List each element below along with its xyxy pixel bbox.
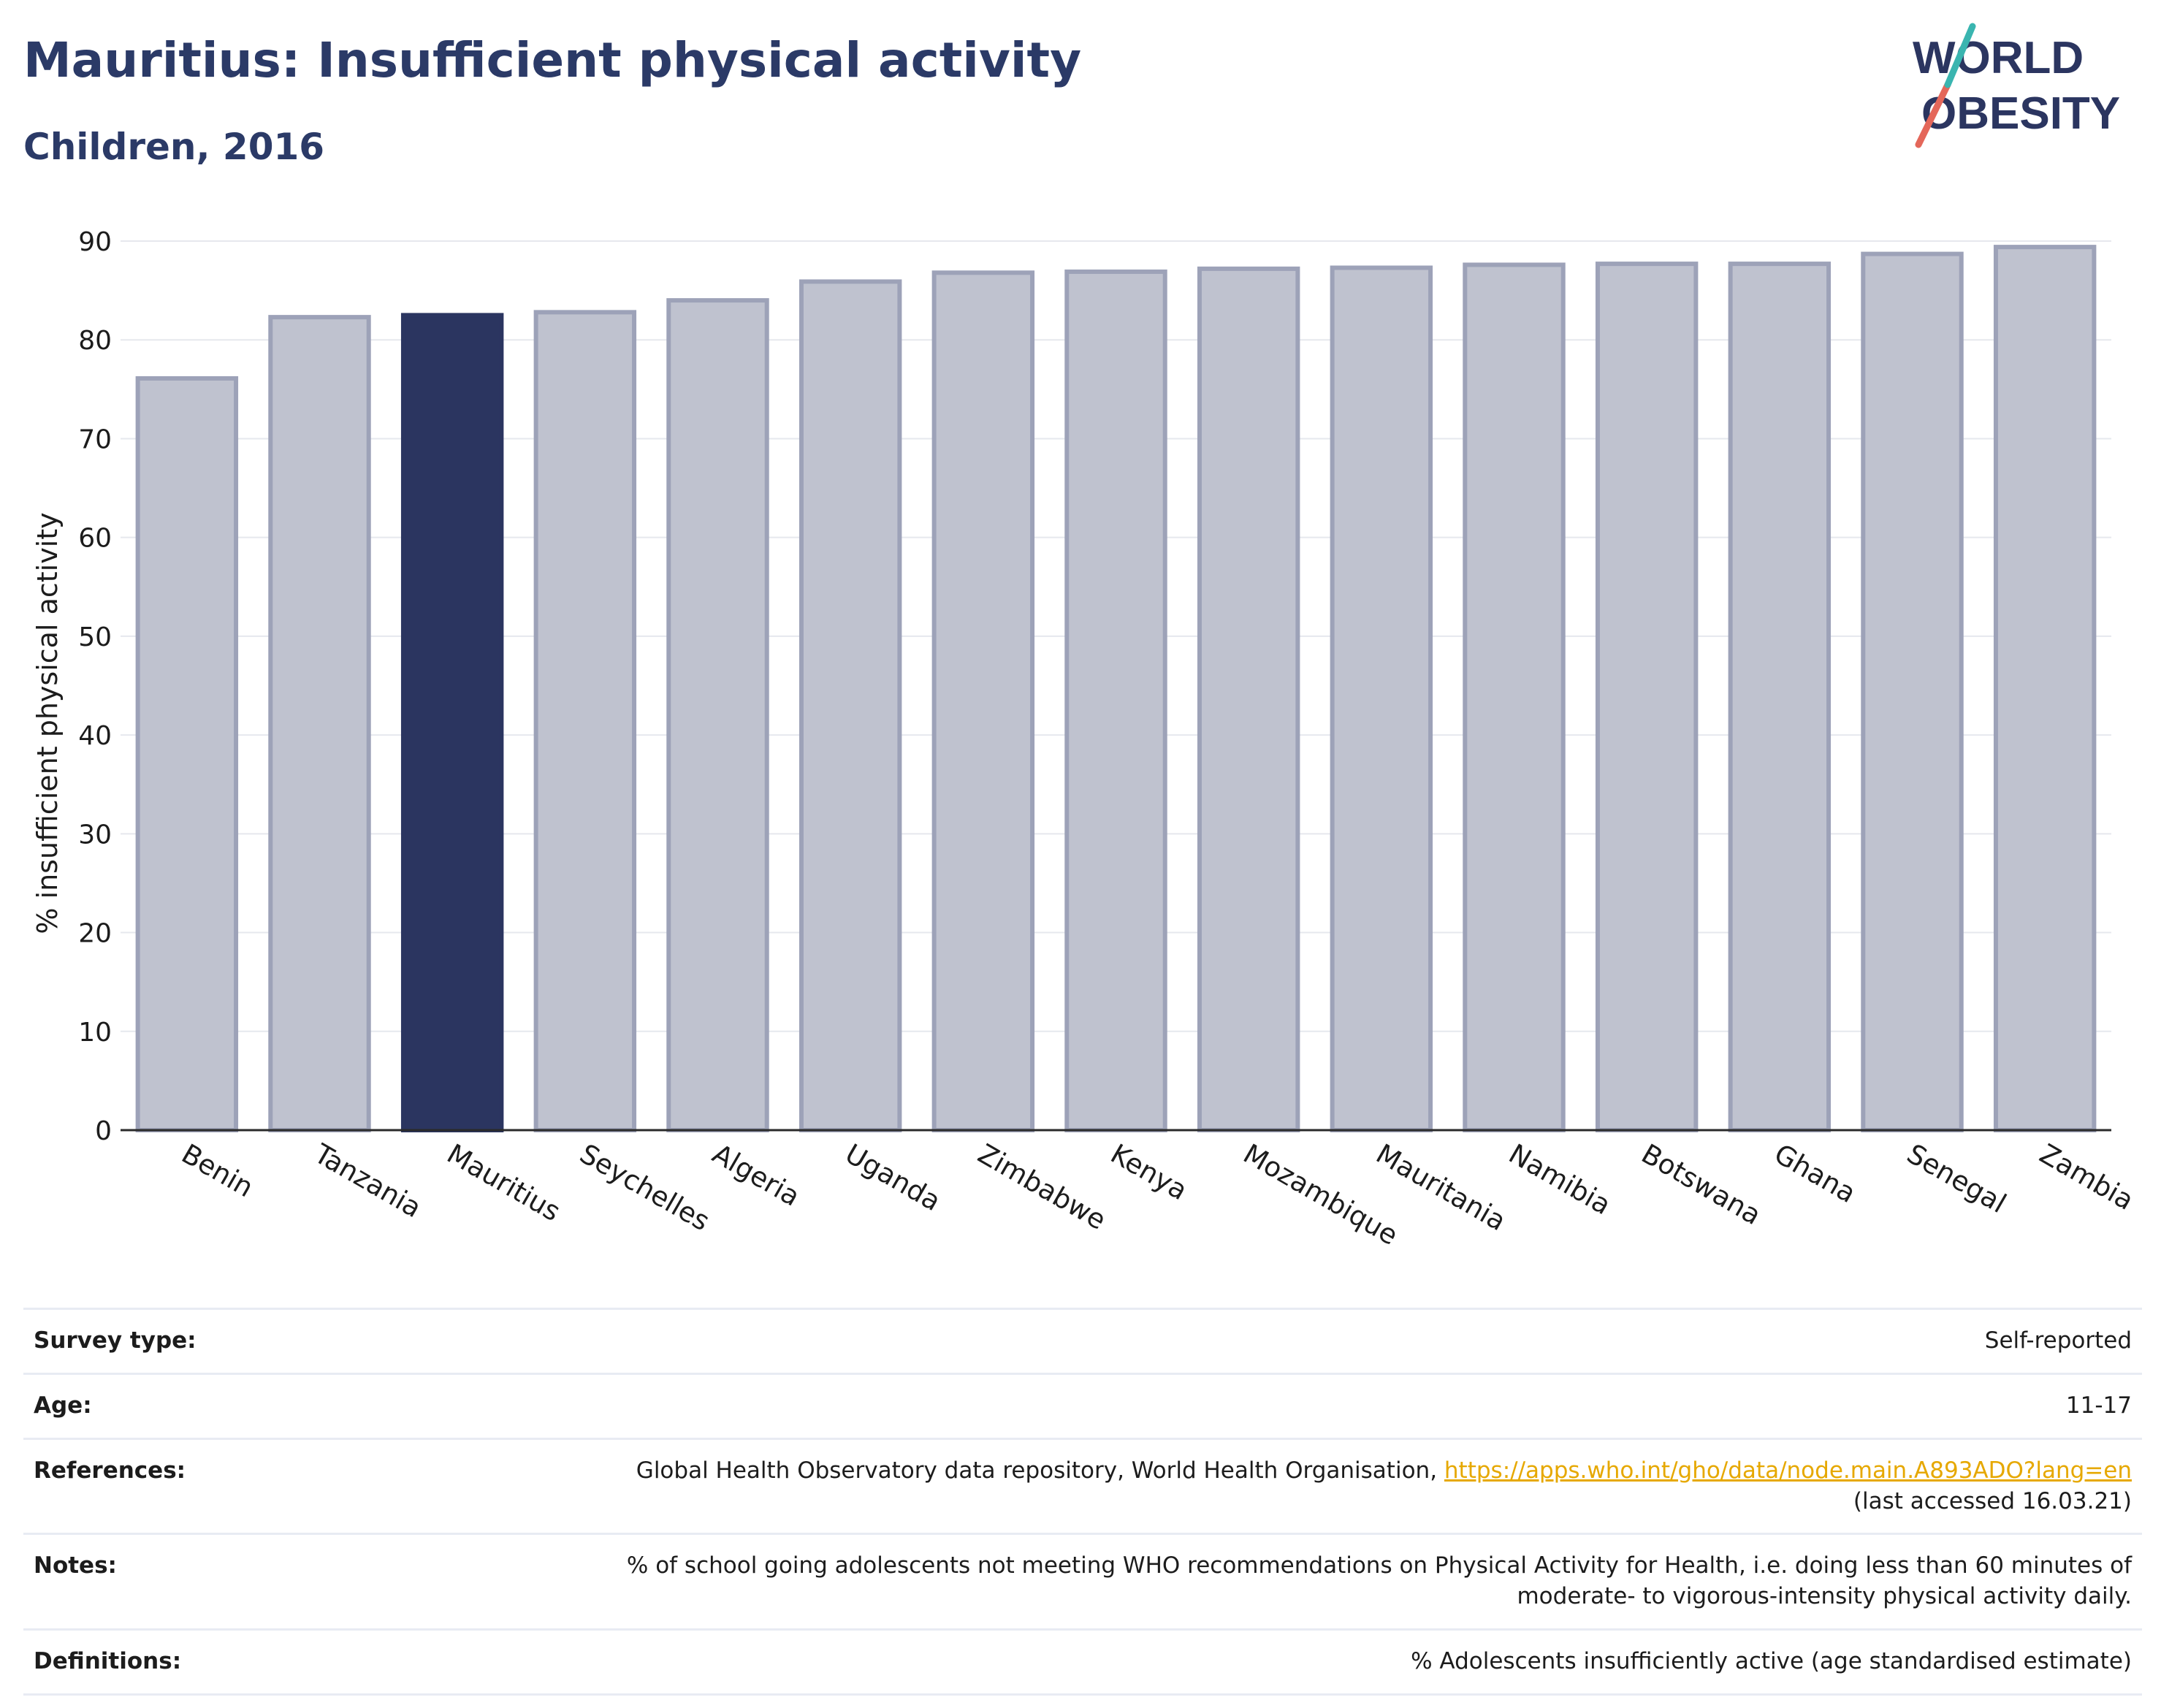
age-value: 11-17: [2065, 1392, 2132, 1419]
info-row-age: Age: 11-17: [23, 1373, 2142, 1439]
references-value: Global Health Observatory data repositor…: [321, 1438, 2142, 1534]
bar-benin: [135, 375, 239, 1132]
bar-kenya: [1064, 269, 1167, 1132]
x-tick-label: Zimbabwe: [972, 1138, 1111, 1236]
y-axis-title: % insufficient physical activity: [31, 512, 64, 934]
x-tick-label: Ghana: [1769, 1138, 1861, 1210]
x-tick-label: Benin: [176, 1138, 259, 1204]
y-tick-label: 80: [78, 326, 112, 356]
y-tick-label: 90: [78, 227, 112, 257]
x-tick-label: Seychelles: [574, 1138, 714, 1238]
notes-label: Notes:: [34, 1552, 117, 1579]
info-row-references: References: Global Health Observatory da…: [23, 1438, 2142, 1534]
bar-uganda: [799, 279, 902, 1132]
references-label: References:: [34, 1457, 186, 1484]
svg-text:OBESITY: OBESITY: [1921, 88, 2120, 139]
x-tick-label: Algeria: [707, 1138, 805, 1213]
references-link[interactable]: https://apps.who.int/gho/data/node.main.…: [1444, 1457, 2132, 1484]
bar-zambia: [1993, 245, 2097, 1133]
x-tick-label: Namibia: [1503, 1138, 1616, 1221]
definitions-value: % Adolescents insufficiently active (age…: [1411, 1648, 2132, 1675]
bar-senegal: [1861, 251, 1964, 1133]
notes-line-1: % of school going adolescents not meetin…: [626, 1552, 2132, 1579]
world-obesity-logo: WORLD OBESITY: [1913, 23, 2120, 148]
definitions-label: Definitions:: [34, 1648, 182, 1675]
bar-ghana: [1728, 262, 1832, 1133]
y-tick-label: 60: [78, 524, 112, 554]
bar-seychelles: [533, 310, 637, 1132]
y-tick-label: 20: [78, 919, 112, 949]
bar-mozambique: [1197, 266, 1300, 1133]
y-tick-label: 50: [78, 622, 112, 652]
bar-mauritius: [400, 313, 504, 1133]
x-tick-label: Kenya: [1105, 1138, 1193, 1207]
bars: [135, 245, 2097, 1133]
chart-title: Mauritius: Insufficient physical activit…: [23, 32, 1082, 88]
bar-algeria: [666, 298, 769, 1133]
x-tick-label: Tanzania: [308, 1137, 427, 1224]
info-row-definitions: Definitions: % Adolescents insufficientl…: [23, 1629, 2142, 1695]
y-tick-label: 30: [78, 820, 112, 850]
bar-botswana: [1595, 262, 1699, 1133]
references-text: Global Health Observatory data repositor…: [636, 1457, 1444, 1484]
info-row-survey-type: Survey type: Self-reported: [23, 1308, 2142, 1374]
info-row-notes: Notes: % of school going adolescents not…: [23, 1533, 2142, 1630]
survey-type-label: Survey type:: [34, 1327, 197, 1354]
x-tick-label: Senegal: [1902, 1138, 2011, 1220]
bar-zimbabwe: [931, 270, 1035, 1132]
y-tick-label: 0: [95, 1116, 112, 1146]
bar-namibia: [1463, 262, 1566, 1132]
references-accessed: (last accessed 16.03.21): [1853, 1487, 2132, 1514]
notes-value: % of school going adolescents not meetin…: [321, 1534, 2142, 1630]
y-tick-label: 40: [78, 721, 112, 751]
bar-tanzania: [268, 315, 371, 1133]
bar-mauritania: [1330, 265, 1433, 1132]
y-tick-label: 10: [78, 1018, 112, 1048]
notes-line-2: moderate- to vigorous-intensity physical…: [1517, 1583, 2132, 1610]
x-tick-label: Botswana: [1636, 1138, 1766, 1232]
x-tick-label: Uganda: [840, 1138, 946, 1218]
svg-text:WORLD: WORLD: [1913, 33, 2084, 83]
survey-type-value: Self-reported: [1984, 1327, 2132, 1354]
y-tick-label: 70: [78, 424, 112, 454]
age-label: Age:: [34, 1392, 92, 1419]
bar-chart: 0 10 20 30 40 50 60 70 80 90 Benin Tanzania Mauritiu…: [31, 227, 2139, 1251]
x-tick-label: Mauritius: [442, 1138, 566, 1228]
chart-subtitle: Children, 2016: [23, 126, 325, 168]
x-tick-label: Zambia: [2035, 1138, 2139, 1216]
info-table: Survey type: Self-reported Age: 11-17 Re…: [23, 1308, 2142, 1696]
